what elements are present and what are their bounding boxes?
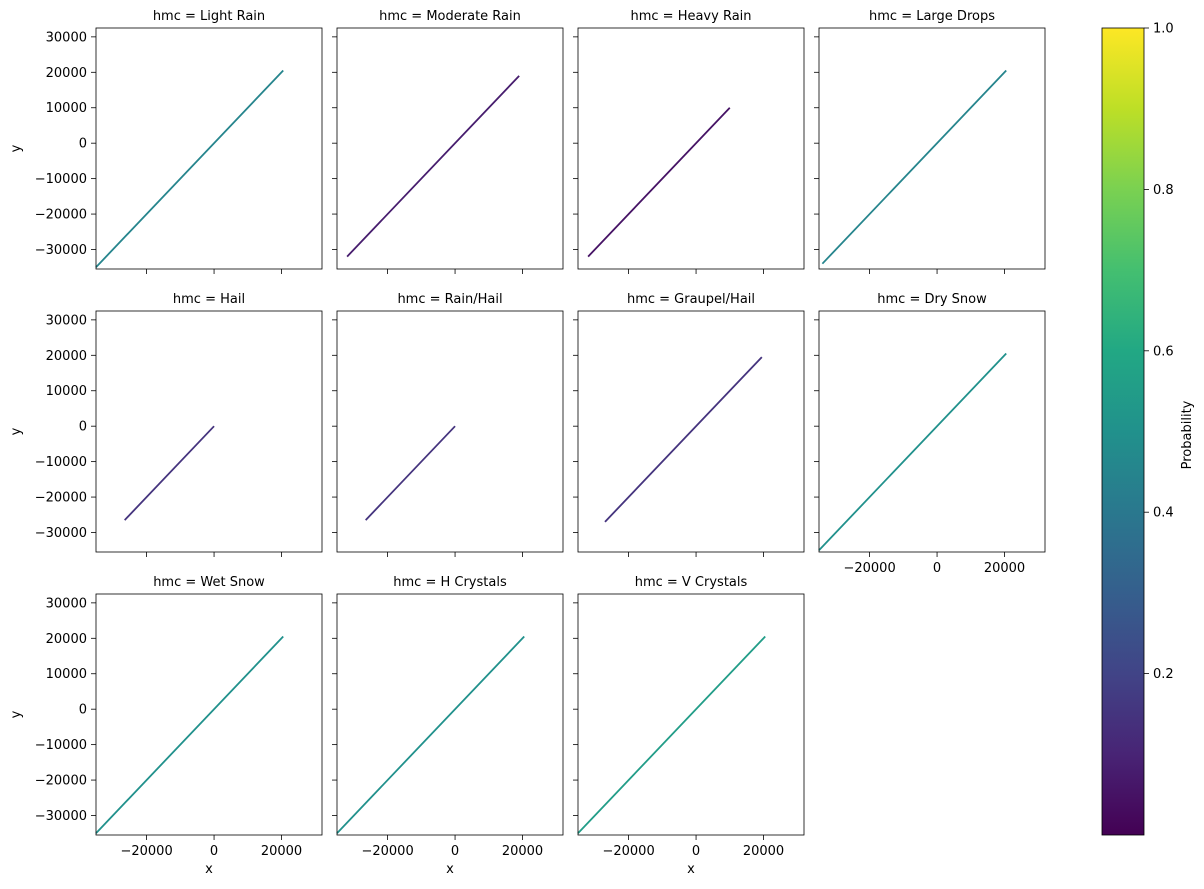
axes-frame (818, 310, 1046, 553)
colorbar-tick-label: 0.2 (1153, 667, 1174, 682)
x-tick-label: 20000 (984, 561, 1025, 576)
data-line (587, 107, 731, 258)
y-tick-label: 30000 (46, 313, 87, 328)
y-tick-label: −20000 (35, 208, 87, 223)
facet-title: hmc = Graupel/Hail (627, 292, 755, 307)
facet-title: hmc = Moderate Rain (379, 9, 521, 24)
axes-frame (577, 310, 805, 553)
facet-panels: hmc = Light Rain −30000 −20000 −10000 0 10000… (9, 9, 1046, 877)
y-tick-label: −10000 (35, 738, 87, 753)
x-tick-label: 0 (210, 844, 218, 859)
x-axis-label: x (446, 862, 454, 877)
x-tick-label: −20000 (602, 844, 654, 859)
facet-panel: hmc = Rain/Hail (332, 292, 564, 557)
colorbar-label: Probability (1180, 400, 1195, 469)
y-tick-label: −30000 (35, 526, 87, 541)
facet-panel: hmc = Wet Snow −30000 −20000 −10000 0 10000 20… (9, 575, 323, 877)
y-tick-label: 0 (79, 137, 87, 152)
facet-title: hmc = Light Rain (153, 9, 265, 24)
y-tick-label: 20000 (46, 632, 87, 647)
y-tick-label: 30000 (46, 596, 87, 611)
facet-panel: hmc = Graupel/Hail (573, 292, 805, 557)
axes-frame (818, 27, 1046, 270)
colorbar-tick-label: 0.4 (1153, 506, 1174, 521)
colorbar: 0.2 0.4 0.6 0.8 1.0 Probability (1101, 22, 1195, 836)
x-tick-label: 20000 (261, 844, 302, 859)
y-tick-label: −10000 (35, 455, 87, 470)
axes-frame (336, 593, 564, 836)
y-tick-label: −20000 (35, 774, 87, 789)
x-tick-label: −20000 (120, 844, 172, 859)
y-tick-label: 20000 (46, 66, 87, 81)
colorbar-tick-label: 0.6 (1153, 344, 1174, 359)
y-tick-label: 10000 (46, 384, 87, 399)
facet-title: hmc = Rain/Hail (397, 292, 502, 307)
data-line (95, 635, 284, 834)
y-tick-label: 0 (79, 703, 87, 718)
axes-frame (577, 593, 805, 836)
y-tick-label: −20000 (35, 491, 87, 506)
axes-frame (577, 27, 805, 270)
facet-panel: hmc = Light Rain −30000 −20000 −10000 0 10000… (9, 9, 323, 274)
y-tick-label: 20000 (46, 349, 87, 364)
facet-title: hmc = H Crystals (393, 575, 507, 590)
x-axis-label: x (205, 862, 213, 877)
x-tick-label: −20000 (361, 844, 413, 859)
data-line (124, 425, 215, 521)
axes-frame (336, 310, 564, 553)
facet-title: hmc = V Crystals (635, 575, 748, 590)
y-axis-label: y (9, 144, 24, 152)
y-tick-label: 10000 (46, 667, 87, 682)
x-tick-label: 0 (933, 561, 941, 576)
facet-panel: hmc = V Crystals −20000 0 20000 x (573, 575, 805, 877)
facet-panel: hmc = Hail −30000 −20000 −10000 0 10000 20000 3… (9, 292, 323, 557)
y-tick-label: 10000 (46, 101, 87, 116)
y-tick-label: 30000 (46, 30, 87, 45)
axes-frame (95, 593, 323, 836)
x-tick-label: 20000 (502, 844, 543, 859)
facet-panel: hmc = Dry Snow −20000 0 20000 (814, 292, 1046, 576)
data-line (365, 425, 456, 521)
facet-title: hmc = Large Drops (869, 9, 995, 24)
x-tick-label: 20000 (743, 844, 784, 859)
data-line (336, 635, 525, 834)
facet-panel: hmc = Large Drops (814, 9, 1046, 274)
colorbar-tick-label: 0.8 (1153, 183, 1174, 198)
y-tick-label: −30000 (35, 809, 87, 824)
facet-panel: hmc = H Crystals −20000 0 20000 x (332, 575, 564, 877)
axes-frame (95, 27, 323, 270)
facet-panel: hmc = Moderate Rain (332, 9, 564, 274)
data-line (818, 352, 1007, 551)
y-axis-label: y (9, 710, 24, 718)
facet-title: hmc = Dry Snow (877, 292, 987, 307)
facet-title: hmc = Wet Snow (153, 575, 265, 590)
axes-frame (95, 310, 323, 553)
colorbar-tick-label: 1.0 (1153, 22, 1174, 37)
colorbar-ticks: 0.2 0.4 0.6 0.8 1.0 (1144, 22, 1174, 682)
data-line (95, 69, 284, 268)
x-tick-label: −20000 (843, 561, 895, 576)
x-tick-label: 0 (451, 844, 459, 859)
facet-title: hmc = Heavy Rain (630, 9, 751, 24)
y-tick-label: 0 (79, 420, 87, 435)
axes-frame (336, 27, 564, 270)
y-axis-label: y (9, 427, 24, 435)
y-tick-label: −10000 (35, 172, 87, 187)
x-axis-label: x (687, 862, 695, 877)
facet-title: hmc = Hail (173, 292, 245, 307)
data-line (577, 635, 766, 834)
x-tick-label: 0 (692, 844, 700, 859)
facet-panel: hmc = Heavy Rain (573, 9, 805, 274)
data-line (346, 75, 520, 258)
y-tick-label: −30000 (35, 243, 87, 258)
colorbar-gradient (1101, 27, 1145, 836)
data-line (604, 356, 763, 523)
data-line (821, 69, 1007, 265)
